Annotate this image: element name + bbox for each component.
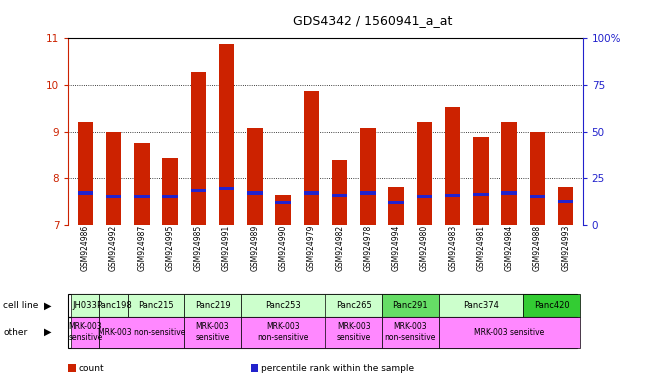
Bar	[134, 195, 150, 198]
Text: Panc215: Panc215	[138, 301, 174, 310]
Bar	[530, 131, 545, 225]
Text: GSM924980: GSM924980	[420, 225, 429, 271]
Bar	[439, 294, 523, 317]
Bar	[191, 189, 206, 192]
Text: GSM924984: GSM924984	[505, 225, 514, 271]
Bar	[77, 191, 93, 195]
Text: MRK-003
non-sensitive: MRK-003 non-sensitive	[257, 323, 309, 342]
Text: GSM924989: GSM924989	[251, 225, 259, 271]
Bar	[326, 294, 382, 317]
Bar	[326, 317, 382, 348]
Bar	[241, 294, 326, 317]
Bar	[128, 294, 184, 317]
Bar	[100, 294, 128, 317]
Text: GSM924992: GSM924992	[109, 225, 118, 271]
Bar	[360, 191, 376, 195]
Text: cell line: cell line	[3, 301, 38, 310]
Text: Panc219: Panc219	[195, 301, 230, 310]
Text: ▶: ▶	[44, 327, 52, 337]
Bar	[247, 128, 262, 225]
Bar	[389, 201, 404, 204]
Bar	[360, 128, 376, 225]
Bar	[558, 187, 574, 225]
Text: GSM924982: GSM924982	[335, 225, 344, 271]
Text: Panc198: Panc198	[96, 301, 132, 310]
Bar	[501, 191, 517, 195]
Text: MRK-003
non-sensitive: MRK-003 non-sensitive	[385, 323, 436, 342]
Text: JH033: JH033	[73, 301, 98, 310]
Text: GSM924994: GSM924994	[392, 225, 400, 271]
Text: percentile rank within the sample: percentile rank within the sample	[261, 364, 414, 373]
Text: Panc291: Panc291	[393, 301, 428, 310]
Bar	[417, 122, 432, 225]
Text: GSM924993: GSM924993	[561, 225, 570, 271]
Text: GSM924985: GSM924985	[194, 225, 203, 271]
Bar	[191, 72, 206, 225]
Bar	[332, 161, 348, 225]
Text: GSM924991: GSM924991	[222, 225, 231, 271]
Bar	[558, 200, 574, 203]
Text: GSM924988: GSM924988	[533, 225, 542, 271]
Bar	[303, 191, 319, 195]
Text: MRK-003 non-sensitive: MRK-003 non-sensitive	[98, 328, 186, 337]
Text: GDS4342 / 1560941_a_at: GDS4342 / 1560941_a_at	[293, 14, 452, 27]
Bar	[106, 195, 121, 198]
Bar	[417, 195, 432, 198]
Bar	[445, 107, 460, 225]
Bar	[501, 122, 517, 225]
Text: MRK-003 sensitive: MRK-003 sensitive	[474, 328, 544, 337]
Bar	[241, 317, 326, 348]
Bar	[382, 317, 439, 348]
Bar	[382, 294, 439, 317]
Text: MRK-003
sensitive: MRK-003 sensitive	[68, 323, 102, 342]
Text: Panc420: Panc420	[534, 301, 570, 310]
Bar	[275, 195, 291, 225]
Text: GSM924986: GSM924986	[81, 225, 90, 271]
Text: GSM924983: GSM924983	[448, 225, 457, 271]
Bar	[71, 317, 100, 348]
Bar	[332, 194, 348, 197]
Bar	[134, 143, 150, 225]
Bar	[184, 317, 241, 348]
Bar	[106, 132, 121, 225]
Bar	[71, 294, 100, 317]
Text: GSM924995: GSM924995	[165, 225, 174, 271]
Bar	[473, 193, 489, 196]
Text: Panc253: Panc253	[265, 301, 301, 310]
Bar	[303, 91, 319, 225]
Bar	[523, 294, 580, 317]
Bar	[247, 191, 262, 195]
Bar	[473, 137, 489, 225]
Bar	[530, 195, 545, 198]
Text: Panc374: Panc374	[463, 301, 499, 310]
Bar	[77, 122, 93, 225]
Text: GSM924981: GSM924981	[477, 225, 486, 271]
Text: GSM924987: GSM924987	[137, 225, 146, 271]
Bar	[162, 158, 178, 225]
Bar	[445, 194, 460, 197]
Text: MRK-003
sensitive: MRK-003 sensitive	[337, 323, 371, 342]
Text: other: other	[3, 328, 27, 337]
Bar	[184, 294, 241, 317]
Text: GSM924979: GSM924979	[307, 225, 316, 271]
Bar	[219, 45, 234, 225]
Bar	[275, 201, 291, 204]
Bar	[100, 317, 184, 348]
Bar	[439, 317, 580, 348]
Text: GSM924978: GSM924978	[363, 225, 372, 271]
Bar	[389, 187, 404, 225]
Text: count: count	[79, 364, 104, 373]
Text: Panc265: Panc265	[336, 301, 372, 310]
Text: ▶: ▶	[44, 300, 52, 310]
Bar	[162, 195, 178, 198]
Text: GSM924990: GSM924990	[279, 225, 288, 271]
Text: MRK-003
sensitive: MRK-003 sensitive	[195, 323, 230, 342]
Bar	[219, 187, 234, 190]
